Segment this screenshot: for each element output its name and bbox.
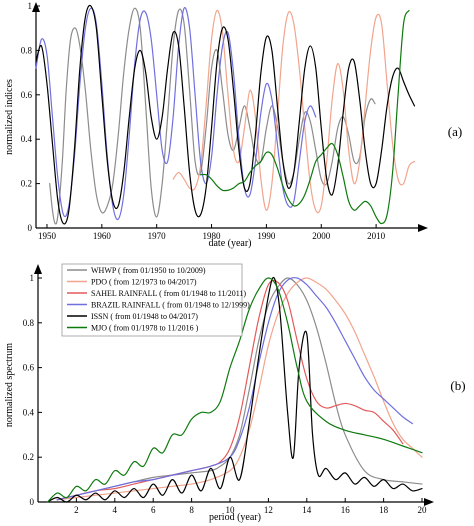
panel-a-series-3-line	[35, 4, 416, 225]
panel-b-y-tick-label: 0	[30, 497, 35, 507]
panel-b-x-tick-label: 2	[74, 505, 79, 515]
panel-b-x-tick-label: 14	[302, 505, 312, 515]
panel-a-series-1-line	[172, 9, 416, 214]
panel-b-x-tick-label: 8	[189, 505, 194, 515]
panel-b-legend: WHWP ( from 01/1950 to 10/2009) PDO ( fro…	[61, 263, 250, 337]
panel-a-x-tick-label: 1990	[257, 231, 276, 241]
panel-b-x-tick-label: 4	[113, 505, 118, 515]
panel-a-x-tick-label: 1980	[203, 231, 222, 241]
legend-box	[61, 263, 243, 337]
panel-b-x-tick-label: 10	[226, 505, 236, 515]
panel-a-y-tick-label: 0.4	[21, 134, 33, 144]
panel-b-ylabel: normalized spectrum	[4, 343, 15, 427]
panel-a-y-tick-label: 0.8	[21, 45, 33, 55]
legend-entry: MJO ( from 01/1978 to 11/2016 )	[91, 324, 199, 333]
panel-b-x-tick-label: 18	[379, 505, 389, 515]
panel-a-ylabel: normalized indices	[4, 79, 15, 155]
panel-b-x-tick-label: 6	[151, 505, 156, 515]
legend-entry: WHWP ( from 01/1950 to 10/2009)	[91, 266, 206, 275]
panel-a-x-tick-label: 1970	[148, 231, 167, 241]
panel-b-y-tick-label: 0.8	[23, 318, 35, 328]
legend-entry: PDO ( from 12/1973 to 04/2017)	[91, 278, 197, 287]
panel-a-tag: (a)	[448, 124, 462, 139]
panel-a-series-2-line	[35, 7, 317, 221]
panel-a-xlabel: date (year)	[208, 238, 251, 249]
panel-b-xlabel: period (year)	[209, 512, 261, 523]
panel-b-x-tick-label: 12	[264, 505, 273, 515]
panel-b-chart: 2 4 6 8 10 12 14 16 18 20 0 0.2 0.4 0.6 0.8 1 period (y…	[4, 263, 466, 523]
panel-a-y-tick-label: 0	[28, 223, 33, 233]
panel-b-y-tick-label: 0.2	[23, 452, 34, 462]
panel-a-x-tick-label: 2010	[367, 231, 386, 241]
panel-b-series-0-line	[56, 277, 423, 501]
panel-a-x-arrow	[418, 224, 428, 232]
legend-entry: SAHEL RAINFALL ( from 01/1948 to 11/2011…	[91, 289, 246, 298]
panel-a-series-4-line	[199, 9, 410, 225]
panel-b-x-arrow	[424, 498, 434, 506]
panel-a-x-tick-label: 2000	[312, 231, 331, 241]
panel-b-tag: (b)	[450, 378, 465, 393]
panel-b-series-4-line	[47, 276, 423, 503]
panel-a-series-0-line	[49, 7, 376, 225]
panel-a-x-tick-label: 1960	[93, 231, 112, 241]
legend-entry: BRAZIL RAINFALL ( from 01/1948 to 12/199…	[91, 301, 250, 310]
panel-b-y-arrow	[34, 264, 42, 274]
panel-a-y-tick-label: 0.6	[21, 90, 33, 100]
panel-b-y-tick-label: 1	[30, 273, 35, 283]
panel-a-y-arrow	[32, 2, 40, 12]
panel-a-x-tick-label: 1950	[38, 231, 57, 241]
panel-a-y-tick-label: 1	[28, 1, 33, 11]
panel-b-x-tick-label: 16	[341, 505, 351, 515]
panel-a-y-tick-label: 0.2	[21, 179, 32, 189]
panel-a-chart: 1950 1960 1970 1980 1990 2000 2010 0 0.2 0.4 0.6 0.…	[4, 1, 462, 249]
panel-b-x-tick-label: 20	[418, 505, 428, 515]
panel-b-series-5-line	[47, 277, 423, 503]
panel-b-y-tick-label: 0.4	[23, 407, 35, 417]
legend-entry: ISSN ( from 01/1948 to 04/2017)	[91, 312, 198, 321]
panel-b-y-tick-label: 0.6	[23, 363, 35, 373]
